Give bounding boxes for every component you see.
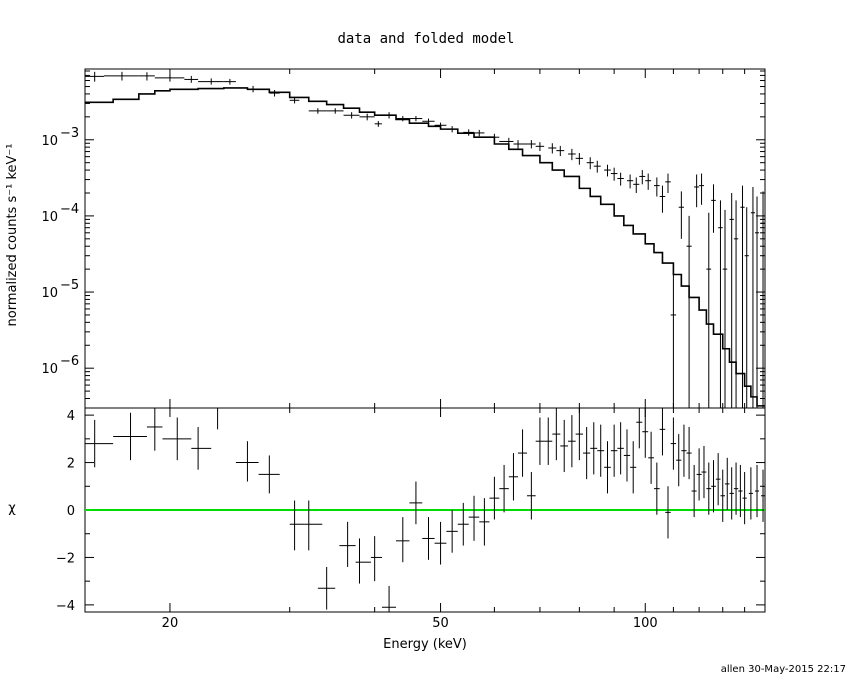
y-tick-exponent: −6 [60, 354, 79, 369]
y-tick-label: 10 [41, 134, 58, 149]
x-tick-label: 20 [162, 616, 179, 631]
y-tick-label: 10 [41, 286, 58, 301]
bottom-panel-ylabel: χ [8, 501, 16, 516]
y-tick-exponent: −5 [60, 278, 79, 293]
chart-title: data and folded model [337, 31, 514, 47]
x-axis-label: Energy (keV) [383, 637, 467, 652]
y-tick-exponent: −3 [60, 126, 79, 141]
bottom-panel: 4 2 0 −2 −4 χ [8, 407, 766, 614]
y-tick-exponent: −4 [60, 202, 79, 217]
y-tick-label: 4 [67, 409, 75, 424]
y-tick-label: −4 [56, 599, 75, 614]
top-panel: 10−310−410−510−6 normalized counts s⁻¹ k… [5, 68, 766, 409]
y-tick-label: −2 [56, 551, 75, 566]
y-tick-label: 2 [67, 457, 75, 472]
top-panel-ytick-labels: 10−310−410−510−6 [41, 126, 79, 377]
x-tick-labels: 20 50 100 [162, 616, 658, 631]
x-tick-label: 50 [432, 616, 449, 631]
top-panel-ticks [85, 69, 766, 409]
x-tick-label: 100 [633, 616, 658, 631]
top-panel-data [85, 71, 765, 408]
bottom-panel-ytick-labels: 4 2 0 −2 −4 [56, 409, 75, 614]
top-panel-ylabel: normalized counts s⁻¹ keV⁻¹ [5, 144, 20, 327]
top-panel-frame [84, 68, 766, 409]
top-panel-model [85, 87, 765, 407]
y-tick-label: 10 [41, 362, 58, 377]
footer-stamp: allen 30-May-2015 22:17 [721, 664, 846, 675]
y-tick-label: 0 [67, 504, 75, 519]
bottom-panel-data [85, 407, 765, 612]
model-line [85, 87, 765, 407]
y-tick-label: 10 [41, 210, 58, 225]
